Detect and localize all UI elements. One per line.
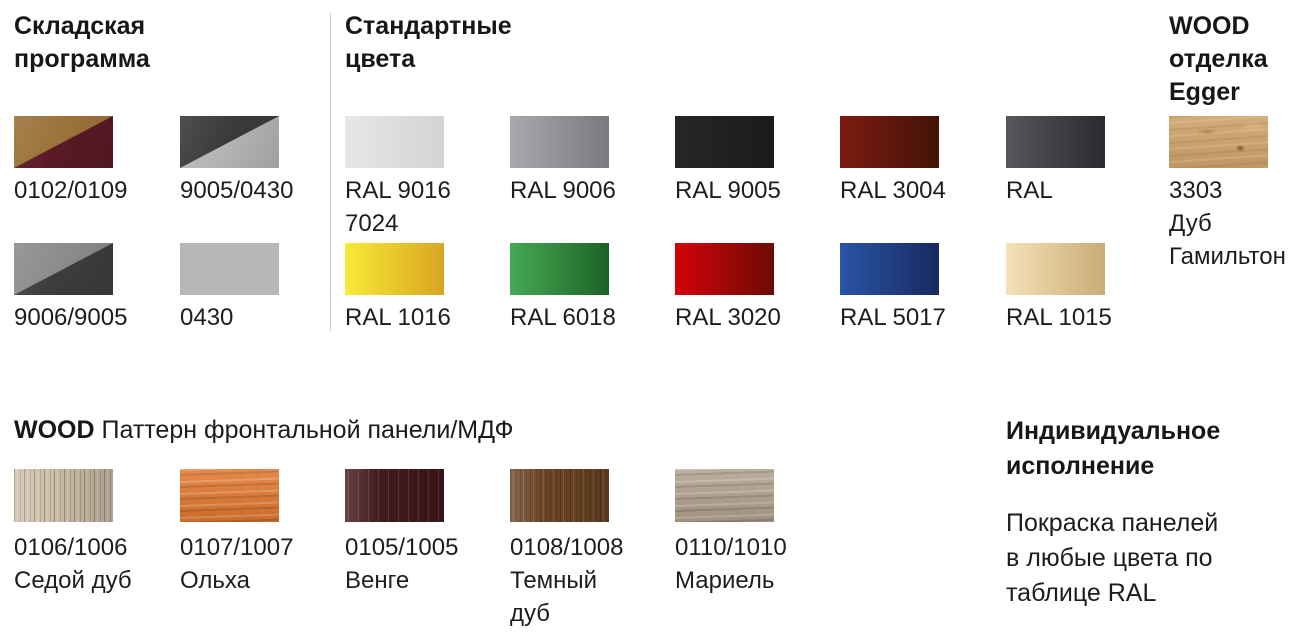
- stock-program-title-line1: Складская: [14, 12, 146, 40]
- label-9005-0430: 9005/0430: [180, 174, 293, 207]
- label-text: RAL 3004: [840, 177, 946, 204]
- label-ral-9006: RAL 9006: [510, 174, 616, 207]
- section-divider: [330, 13, 331, 331]
- custom-finish-description-line1: Покраска панелей: [1006, 509, 1219, 537]
- swatch-ral-9016: [345, 116, 444, 168]
- label-text: 0430: [180, 304, 234, 331]
- label-text: RAL 1016: [345, 304, 451, 331]
- label-text: 0107/1007: [180, 534, 294, 561]
- swatch-0106-1006-grey-oak: [14, 469, 113, 522]
- label-text-line2: Дуб: [1169, 210, 1212, 237]
- label-0110-1010-mariel: 0110/1010 Мариель: [675, 531, 787, 597]
- swatch-9005-0430: [180, 116, 279, 168]
- label-0102-0109: 0102/0109: [14, 174, 127, 207]
- label-text-line2: Венге: [345, 567, 410, 594]
- custom-finish-title-line1: Индивидуальное: [1006, 417, 1221, 445]
- label-text-line2: 7024: [345, 210, 399, 237]
- swatch-ral-3020: [675, 243, 774, 295]
- label-text: RAL 9016: [345, 177, 451, 204]
- wood-egger-title-line2: отделка: [1169, 45, 1268, 73]
- custom-finish-description: Покраска панелей в любые цвета по таблиц…: [1006, 506, 1218, 611]
- label-text: 0105/1005: [345, 534, 459, 561]
- label-text: 9006/9005: [14, 304, 128, 331]
- swatch-0107-1007-alder: [180, 469, 279, 522]
- label-text-line3: дуб: [510, 600, 551, 627]
- stock-program-title: Складская программа: [14, 10, 150, 76]
- label-ral-1015: RAL 1015: [1006, 301, 1112, 334]
- swatch-ral-3004: [840, 116, 939, 168]
- swatch-0105-1005-wenge: [345, 469, 444, 522]
- label-text: RAL 3020: [675, 304, 781, 331]
- label-0106-1006-grey-oak: 0106/1006 Седой дуб: [14, 531, 132, 597]
- wood-egger-title-line1: WOOD: [1169, 12, 1250, 40]
- swatch-ral-9006: [510, 116, 609, 168]
- standard-colors-title-line2: цвета: [345, 45, 416, 73]
- label-text-line2: Ольха: [180, 567, 250, 594]
- label-text-line3: Гамильтон: [1169, 243, 1286, 270]
- label-ral-1016: RAL 1016: [345, 301, 451, 334]
- swatch-ral-9005: [675, 116, 774, 168]
- label-text: RAL: [1006, 177, 1053, 204]
- stock-program-title-line2: программа: [14, 45, 150, 73]
- label-ral-5017: RAL 5017: [840, 301, 946, 334]
- label-ral-3020: RAL 3020: [675, 301, 781, 334]
- swatch-wood-3303-hamilton-oak: [1169, 116, 1268, 168]
- label-text: 0102/0109: [14, 177, 128, 204]
- label-9006-9005: 9006/9005: [14, 301, 127, 334]
- label-text: 9005/0430: [180, 177, 294, 204]
- label-0108-1008-dark-oak: 0108/1008 Темный дуб: [510, 531, 623, 630]
- swatch-ral-7024: [1006, 116, 1105, 168]
- label-text-line2: Седой дуб: [14, 567, 132, 594]
- swatch-0108-1008-dark-oak: [510, 469, 609, 522]
- label-text: RAL 1015: [1006, 304, 1112, 331]
- label-text: RAL 9006: [510, 177, 616, 204]
- label-text: 0108/1008: [510, 534, 624, 561]
- label-text: RAL 6018: [510, 304, 616, 331]
- label-text-line2: Мариель: [675, 567, 775, 594]
- custom-finish-title-line2: исполнение: [1006, 452, 1155, 480]
- swatch-ral-5017: [840, 243, 939, 295]
- standard-colors-title-line1: Стандартные: [345, 12, 512, 40]
- label-ral-9005: RAL 9005: [675, 174, 781, 207]
- wood-egger-title-line3: Egger: [1169, 78, 1240, 106]
- label-3303-hamilton-oak: 3303 Дуб Гамильтон: [1169, 174, 1286, 273]
- swatch-9006-9005: [14, 243, 113, 295]
- label-0107-1007-alder: 0107/1007 Ольха: [180, 531, 293, 597]
- custom-finish-title: Индивидуальное исполнение: [1006, 414, 1220, 484]
- label-0105-1005-wenge: 0105/1005 Венге: [345, 531, 458, 597]
- wood-mdf-title-rest: Паттерн фронтальной панели/МДФ: [94, 416, 514, 444]
- wood-mdf-title: WOOD Паттерн фронтальной панели/МДФ: [14, 414, 514, 447]
- custom-finish-description-line3: таблице RAL: [1006, 579, 1157, 607]
- wood-mdf-title-bold: WOOD: [14, 416, 95, 444]
- label-text: 3303: [1169, 177, 1223, 204]
- label-ral-9016-7024: RAL 9016 7024: [345, 174, 451, 240]
- standard-colors-title: Стандартные цвета: [345, 10, 512, 76]
- label-text: 0110/1010: [675, 534, 787, 561]
- swatch-ral-1016: [345, 243, 444, 295]
- swatch-ral-6018: [510, 243, 609, 295]
- label-text-line2: Темный: [510, 567, 598, 594]
- wood-egger-title: WOOD отделка Egger: [1169, 10, 1268, 109]
- custom-finish-description-line2: в любые цвета по: [1006, 544, 1213, 572]
- label-ral-3004: RAL 3004: [840, 174, 946, 207]
- label-0430: 0430: [180, 301, 233, 334]
- label-text: 0106/1006: [14, 534, 128, 561]
- swatch-0430: [180, 243, 279, 295]
- swatch-ral-1015: [1006, 243, 1105, 295]
- label-ral-6018: RAL 6018: [510, 301, 616, 334]
- label-ral: RAL: [1006, 174, 1053, 207]
- swatch-0102-0109: [14, 116, 113, 168]
- label-text: RAL 9005: [675, 177, 781, 204]
- label-text: RAL 5017: [840, 304, 946, 331]
- swatch-0110-1010-mariel: [675, 469, 774, 522]
